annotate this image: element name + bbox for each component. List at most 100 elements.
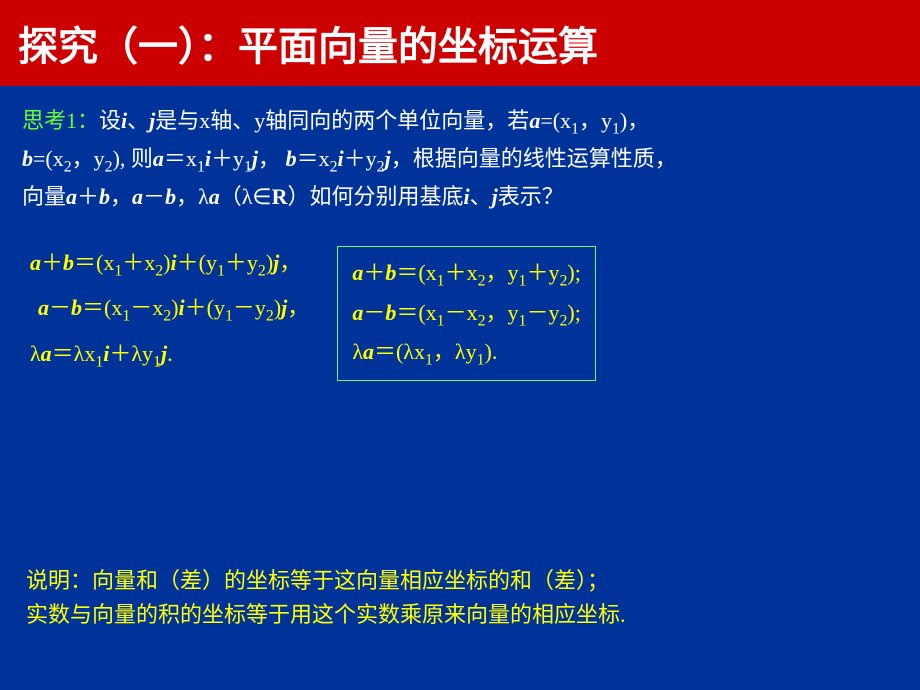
t: ，y bbox=[486, 300, 519, 325]
q-text: ＝x bbox=[164, 146, 197, 171]
question-block: 思考1：设i、j是与x轴、y轴同向的两个单位向量，若a=(x1，y1)， b=(… bbox=[22, 104, 898, 214]
t: ＋y bbox=[526, 260, 559, 285]
sub: 1 bbox=[612, 120, 620, 137]
q-text: ＝x bbox=[297, 146, 330, 171]
box-line-2: a－b＝(x1－x2，y1－y2); bbox=[352, 295, 581, 335]
sub: 1 bbox=[477, 351, 485, 368]
op: ＋ bbox=[363, 260, 385, 285]
sub: 1 bbox=[197, 158, 205, 175]
op: － bbox=[49, 295, 71, 320]
t: ， bbox=[279, 250, 301, 275]
sub: 1 bbox=[244, 158, 252, 175]
vec-b: b bbox=[63, 250, 74, 275]
t: ， bbox=[287, 295, 309, 320]
t: ＝λx bbox=[52, 341, 96, 366]
vec-a: a bbox=[30, 250, 41, 275]
vec-a: a bbox=[38, 295, 49, 320]
t: ＋(y bbox=[177, 250, 217, 275]
vec-a: a bbox=[132, 184, 143, 209]
t: ); bbox=[567, 260, 580, 285]
sub: 2 bbox=[105, 158, 113, 175]
t: ＝(x bbox=[74, 250, 114, 275]
eq-line-3: λa＝λx1i＋λy1j. bbox=[30, 333, 309, 378]
t: ＋x bbox=[122, 250, 155, 275]
vec-a: a bbox=[352, 260, 363, 285]
result-box: a＋b＝(x1＋x2，y1＋y2); a－b＝(x1－x2，y1－y2); λa… bbox=[337, 246, 596, 381]
t: ＝(x bbox=[396, 260, 436, 285]
vec-a: a bbox=[363, 339, 374, 364]
q-text: 设 bbox=[99, 108, 121, 133]
t: ＋y bbox=[225, 250, 258, 275]
q-text: （λ∈ bbox=[220, 184, 272, 209]
question-label: 思考1： bbox=[22, 108, 99, 133]
q-text: 表示？ bbox=[498, 184, 564, 209]
vec-a: a bbox=[41, 341, 52, 366]
q-text: )， bbox=[620, 108, 649, 133]
q-text: － bbox=[143, 184, 165, 209]
vec-a: a bbox=[529, 108, 540, 133]
t: λ bbox=[352, 339, 363, 364]
q-text: ，y bbox=[579, 108, 612, 133]
sub: 2 bbox=[266, 308, 274, 325]
eq-line-2: a－b＝(x1－x2)i＋(y1－y2)j， bbox=[30, 287, 309, 332]
equations-row: a＋b＝(x1＋x2)i＋(y1＋y2)j， a－b＝(x1－x2)i＋(y1－… bbox=[22, 242, 898, 381]
t: －y bbox=[526, 300, 559, 325]
t: －y bbox=[233, 295, 266, 320]
vec-b: b bbox=[286, 146, 297, 171]
q-text: 、 bbox=[470, 184, 492, 209]
q-text: =(x bbox=[33, 146, 64, 171]
sub: 1 bbox=[153, 353, 161, 370]
q-text: =(x bbox=[540, 108, 571, 133]
t: －x bbox=[130, 295, 163, 320]
slide-content: 思考1：设i、j是与x轴、y轴同向的两个单位向量，若a=(x1，y1)， b=(… bbox=[0, 86, 920, 381]
q-text: ＋ bbox=[77, 184, 99, 209]
t: ，λy bbox=[433, 339, 477, 364]
vec-a: a bbox=[209, 184, 220, 209]
t: ) bbox=[171, 295, 178, 320]
q-text: ，y bbox=[72, 146, 105, 171]
t: ＋(y bbox=[185, 295, 225, 320]
t: ＝(x bbox=[82, 295, 122, 320]
sub: 1 bbox=[217, 262, 225, 279]
t: ，y bbox=[486, 260, 519, 285]
sub: 2 bbox=[258, 262, 266, 279]
vec-a: a bbox=[153, 146, 164, 171]
q-text: ＋y bbox=[344, 146, 377, 171]
t: －x bbox=[445, 300, 478, 325]
t: ＋λy bbox=[109, 341, 153, 366]
sub: 1 bbox=[437, 312, 445, 329]
sub: 2 bbox=[64, 158, 72, 175]
vec-b: b bbox=[71, 295, 82, 320]
slide-title: 探究（一）：平面向量的坐标运算 bbox=[0, 0, 920, 86]
q-text: ，根据向量的线性运算性质， bbox=[391, 146, 677, 171]
sub: 2 bbox=[155, 262, 163, 279]
q-text: 是与x轴、y轴同向的两个单位向量，若 bbox=[155, 108, 529, 133]
q-text: ＋y bbox=[211, 146, 244, 171]
q-text: ）如何分别用基底 bbox=[287, 184, 463, 209]
q-text: 、 bbox=[127, 108, 149, 133]
op: ＋ bbox=[41, 250, 63, 275]
eq-line-1: a＋b＝(x1＋x2)i＋(y1＋y2)j， bbox=[30, 242, 309, 287]
q-text: ，λ bbox=[176, 184, 209, 209]
set-R: R bbox=[272, 184, 288, 209]
explanation: 说明：向量和（差）的坐标等于这向量相应坐标的和（差）； 实数与向量的积的坐标等于… bbox=[26, 564, 894, 632]
sub: 2 bbox=[163, 308, 171, 325]
sub: 2 bbox=[377, 158, 385, 175]
vec-b: b bbox=[385, 300, 396, 325]
sub: 1 bbox=[425, 351, 433, 368]
box-line-3: λa＝(λx1，λy1). bbox=[352, 334, 581, 374]
t: ); bbox=[567, 300, 580, 325]
t: ) bbox=[163, 250, 170, 275]
t: ＝(λx bbox=[374, 339, 425, 364]
vec-b: b bbox=[22, 146, 33, 171]
q-text: ， bbox=[258, 146, 286, 171]
sub: 1 bbox=[571, 120, 579, 137]
box-line-1: a＋b＝(x1＋x2，y1＋y2); bbox=[352, 255, 581, 295]
t: λ bbox=[30, 341, 41, 366]
sub: 2 bbox=[478, 312, 486, 329]
explain-line-1: 说明：向量和（差）的坐标等于这向量相应坐标的和（差）； bbox=[26, 564, 894, 598]
sub: 2 bbox=[330, 158, 338, 175]
sub: 1 bbox=[225, 308, 233, 325]
t: ). bbox=[485, 339, 498, 364]
sub: 1 bbox=[437, 272, 445, 289]
